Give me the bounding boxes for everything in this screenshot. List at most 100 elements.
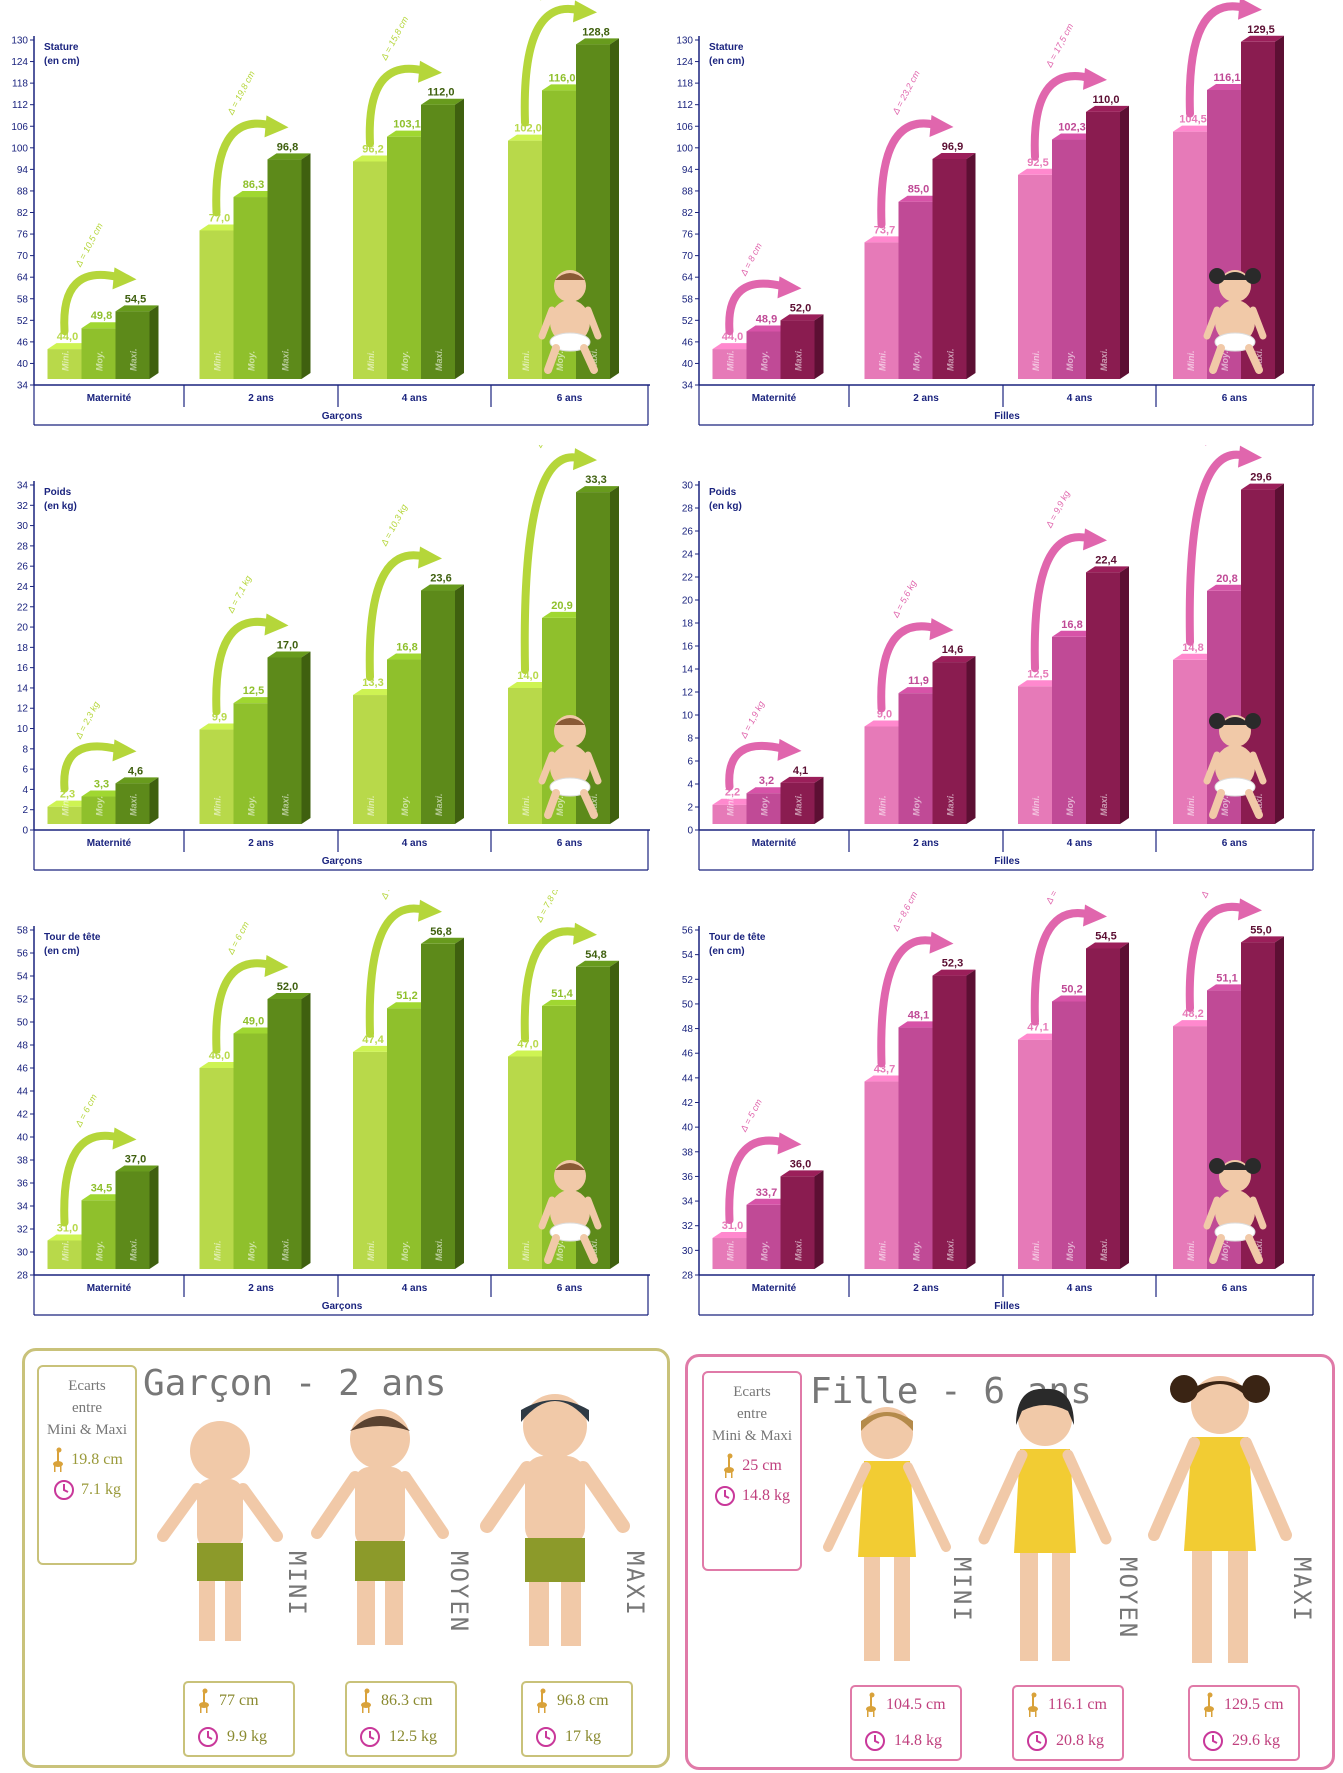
x-tick-label: 4 ans	[1067, 393, 1093, 404]
data-label: 102,0	[514, 123, 542, 135]
series-name-label: Moy.	[1220, 351, 1230, 371]
series-name-label: Maxi.	[1254, 793, 1264, 816]
delta-label: Δ = 14,8 kg	[1198, 445, 1229, 447]
y-tick-label: 28	[17, 541, 29, 552]
delta-arrow	[877, 931, 954, 1068]
y-tick-label: 44	[17, 1087, 29, 1098]
x-tick-label: 4 ans	[402, 1283, 428, 1294]
y-tick-label: 52	[682, 975, 694, 986]
giraffe-icon	[359, 1688, 373, 1714]
bar	[421, 98, 464, 379]
y-tick-label: 36	[682, 1172, 694, 1183]
data-label: 51,1	[1216, 972, 1237, 984]
y-tick-label: 28	[682, 504, 694, 515]
x-tick-label: Maternité	[87, 1283, 132, 1294]
series-name-label: Maxi.	[434, 793, 444, 816]
delta-label: Δ = 9,4 cm	[378, 890, 408, 902]
delta-arrow	[725, 1132, 802, 1225]
delta-arrow	[877, 618, 954, 713]
delta-label: Δ = 19,8 cm	[225, 69, 257, 117]
series-name-label: Maxi.	[1099, 1238, 1109, 1261]
delta-arrow	[212, 115, 289, 217]
series-name-label: Moy.	[912, 1241, 922, 1261]
height-value: 104.5 cm	[886, 1696, 946, 1713]
stature-boys-chart: 34 40 46 52 58 64 70 76 82 88 94 100 106 112 118 124 130…	[0, 0, 655, 440]
bar	[1086, 105, 1129, 379]
data-label: 36,0	[790, 1158, 811, 1170]
girl-mini-figure	[812, 1397, 962, 1672]
x-tick-label: 6 ans	[557, 1283, 583, 1294]
bar	[1241, 483, 1284, 824]
series-name-label: Mini.	[878, 351, 888, 372]
data-label: 52,3	[942, 958, 963, 970]
delta-label: Δ = 6 cm	[73, 1092, 99, 1129]
y-tick-label: 18	[682, 619, 694, 630]
bar	[115, 777, 159, 824]
ecart-box: Ecarts entre Mini & Maxi 25 cm 14.8 kg	[702, 1371, 802, 1571]
baby-icon	[538, 715, 602, 819]
data-label: 4,1	[793, 765, 808, 777]
y-tick-label: 6	[687, 757, 693, 768]
y-tick-label: 48	[17, 1041, 29, 1052]
weight-value: 12.5 kg	[389, 1728, 437, 1745]
data-label: 17,0	[277, 640, 298, 652]
series-name-label: Moy.	[1065, 796, 1075, 816]
data-label: 102,3	[1058, 122, 1086, 134]
delta-label: Δ = 2,3 kg	[73, 700, 101, 741]
series-name-label: Mini.	[1031, 1241, 1041, 1262]
y-tick-label: 52	[682, 316, 694, 327]
y-tick-label: 118	[12, 79, 28, 90]
delta-arrow	[520, 448, 597, 674]
series-name-label: Moy.	[1065, 351, 1075, 371]
giraffe-icon	[722, 1453, 736, 1479]
y-tick-label: 42	[682, 1098, 694, 1109]
series-name-label: Maxi.	[129, 348, 139, 371]
scale-icon	[1026, 1730, 1048, 1752]
series-name-label: Maxi.	[1099, 348, 1109, 371]
delta-arrow	[877, 114, 954, 229]
y-tick-label: 14	[682, 665, 694, 676]
height-value: 77 cm	[219, 1692, 259, 1709]
delta-arrow	[1030, 528, 1107, 673]
ecart-line3: Mini & Maxi	[46, 1422, 127, 1438]
boy-maxi-figure	[475, 1386, 635, 1656]
series-name-label: Moy.	[760, 1241, 770, 1261]
series-name-label: Mini.	[61, 796, 71, 817]
delta-label: Δ = 26,8 cm	[533, 0, 565, 2]
series-name-label: Mini.	[1186, 796, 1196, 817]
y-tick-label: 22	[682, 573, 694, 584]
x-tick-label: 4 ans	[402, 838, 428, 849]
bar	[267, 651, 311, 824]
group-label: Filles	[994, 1301, 1020, 1312]
series-name-label: Moy.	[1220, 1241, 1230, 1261]
data-label: 49,8	[91, 310, 112, 322]
girl-maxi-figure	[1140, 1363, 1300, 1673]
y-tick-label: 58	[682, 294, 694, 305]
data-label: 52,0	[277, 981, 298, 993]
series-name-label: Moy.	[555, 796, 565, 816]
y-tick-label: 16	[17, 663, 29, 674]
ecart-line3: Mini & Maxi	[711, 1428, 792, 1444]
girl-6ans-card: Fille - 6 ans Ecarts entre Mini & Maxi 2…	[685, 1354, 1335, 1770]
y-tick-label: 70	[682, 251, 694, 262]
ecart-line2: entre	[72, 1400, 102, 1416]
data-label: 33,3	[585, 474, 606, 486]
series-name-label: Moy.	[247, 796, 257, 816]
series-name-label: Maxi.	[281, 1238, 291, 1261]
y-tick-label: 24	[682, 550, 694, 561]
x-tick-label: Maternité	[87, 838, 132, 849]
y-tick-label: 118	[677, 79, 693, 90]
bar	[267, 993, 311, 1269]
y-axis-unit: (en cm)	[44, 946, 80, 957]
data-label: 22,4	[1095, 554, 1117, 566]
series-name-label: Maxi.	[589, 1238, 599, 1261]
baby-icon	[1203, 268, 1267, 374]
y-tick-label: 42	[17, 1110, 29, 1121]
ecart-weight: 14.8 kg	[742, 1487, 790, 1504]
delta-label: Δ = 10,3 kg	[378, 503, 409, 549]
y-tick-label: 12	[17, 704, 29, 715]
height-value: 116.1 cm	[1048, 1696, 1107, 1713]
boy-moyen-figure	[305, 1401, 455, 1656]
y-tick-label: 10	[17, 724, 29, 735]
girl-maxi-label: MAXI	[1288, 1557, 1316, 1623]
